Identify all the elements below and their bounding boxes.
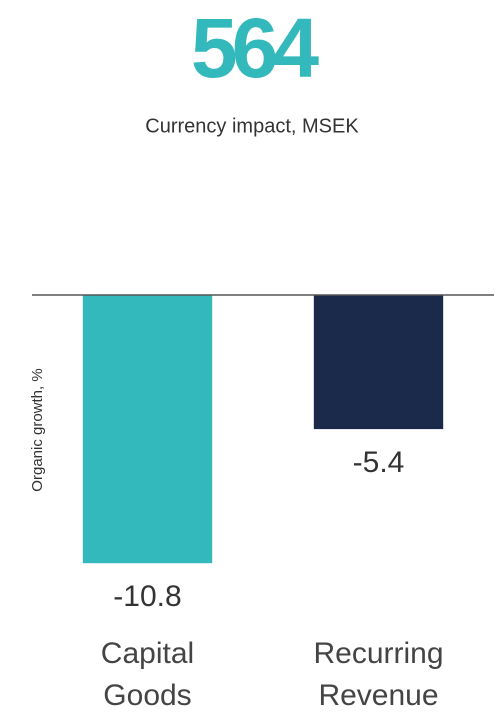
y-axis-label: Organic growth, % [29, 368, 46, 491]
x-tick-label: Capital Goods [101, 637, 194, 712]
headline: 564 [191, 1, 319, 95]
data-label: -5.4 [353, 446, 405, 479]
bar [313, 295, 444, 430]
x-tick-label: Recurring Revenue [313, 637, 443, 712]
data-label: -10.8 [113, 580, 181, 613]
subtitle: Currency impact, MSEK [145, 115, 359, 137]
bar [82, 295, 213, 564]
